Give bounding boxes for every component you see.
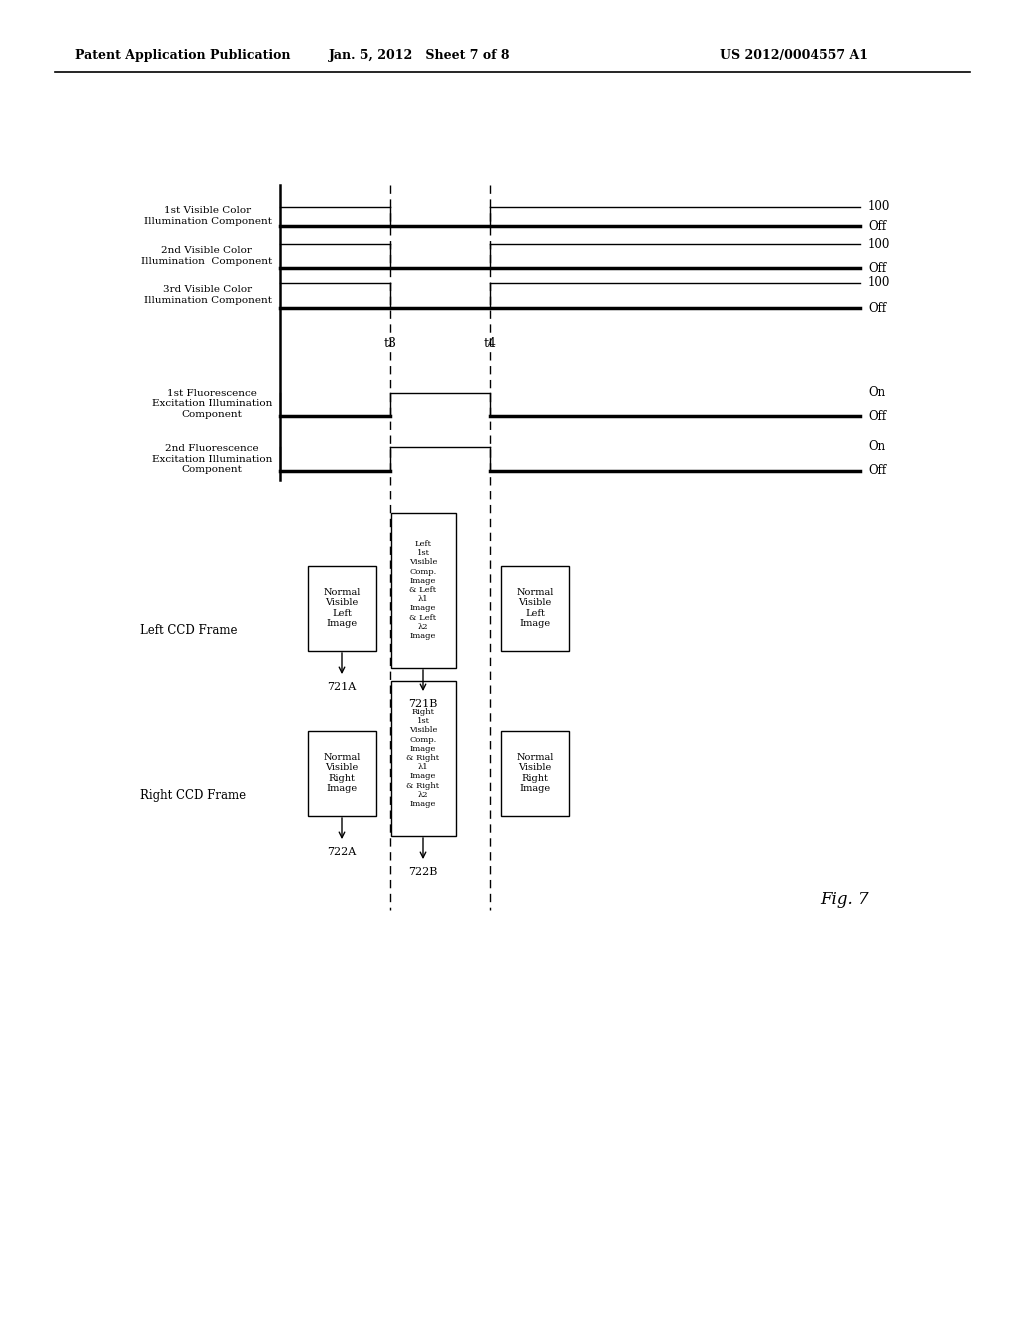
- Text: On: On: [868, 387, 885, 400]
- Text: 3rd Visible Color
Illumination Component: 3rd Visible Color Illumination Component: [144, 285, 272, 305]
- Text: 100: 100: [868, 276, 891, 289]
- Bar: [390, 512, 456, 668]
- Text: t3: t3: [384, 337, 396, 350]
- Text: 2nd Fluorescence
Excitation Illumination
Component: 2nd Fluorescence Excitation Illumination…: [152, 444, 272, 474]
- Bar: [501, 730, 569, 816]
- Text: 100: 100: [868, 238, 891, 251]
- Text: Jan. 5, 2012   Sheet 7 of 8: Jan. 5, 2012 Sheet 7 of 8: [330, 49, 511, 62]
- Text: 100: 100: [868, 201, 891, 214]
- Text: Right
1st
Visible
Comp.
Image
& Right
λ1
Image
& Right
λ2
Image: Right 1st Visible Comp. Image & Right λ1…: [407, 708, 439, 808]
- Text: Off: Off: [868, 301, 886, 314]
- Text: Patent Application Publication: Patent Application Publication: [75, 49, 291, 62]
- Text: Off: Off: [868, 219, 886, 232]
- Text: Normal
Visible
Left
Image: Normal Visible Left Image: [516, 587, 554, 628]
- Text: Off: Off: [868, 465, 886, 478]
- Text: 1st Fluorescence
Excitation Illumination
Component: 1st Fluorescence Excitation Illumination…: [152, 389, 272, 418]
- Bar: [501, 565, 569, 651]
- Text: Left
1st
Visible
Comp.
Image
& Left
λ1
Image
& Left
λ2
Image: Left 1st Visible Comp. Image & Left λ1 I…: [409, 540, 437, 640]
- Text: 1st Visible Color
Illumination Component: 1st Visible Color Illumination Component: [144, 206, 272, 226]
- Text: Normal
Visible
Right
Image: Normal Visible Right Image: [516, 752, 554, 793]
- Text: Normal
Visible
Left
Image: Normal Visible Left Image: [324, 587, 360, 628]
- Text: 722A: 722A: [328, 847, 356, 857]
- Bar: [390, 681, 456, 836]
- Text: On: On: [868, 441, 885, 454]
- Text: US 2012/0004557 A1: US 2012/0004557 A1: [720, 49, 868, 62]
- Text: 721A: 721A: [328, 682, 356, 692]
- Text: Right CCD Frame: Right CCD Frame: [140, 788, 246, 801]
- Text: t4: t4: [483, 337, 497, 350]
- Text: 721B: 721B: [409, 700, 437, 709]
- Text: Normal
Visible
Right
Image: Normal Visible Right Image: [324, 752, 360, 793]
- Text: Fig. 7: Fig. 7: [820, 891, 868, 908]
- Text: Left CCD Frame: Left CCD Frame: [140, 623, 238, 636]
- Text: 722B: 722B: [409, 867, 437, 876]
- Text: Off: Off: [868, 409, 886, 422]
- Text: 2nd Visible Color
Illumination  Component: 2nd Visible Color Illumination Component: [140, 247, 272, 265]
- Bar: [308, 730, 376, 816]
- Text: Off: Off: [868, 261, 886, 275]
- Bar: [308, 565, 376, 651]
